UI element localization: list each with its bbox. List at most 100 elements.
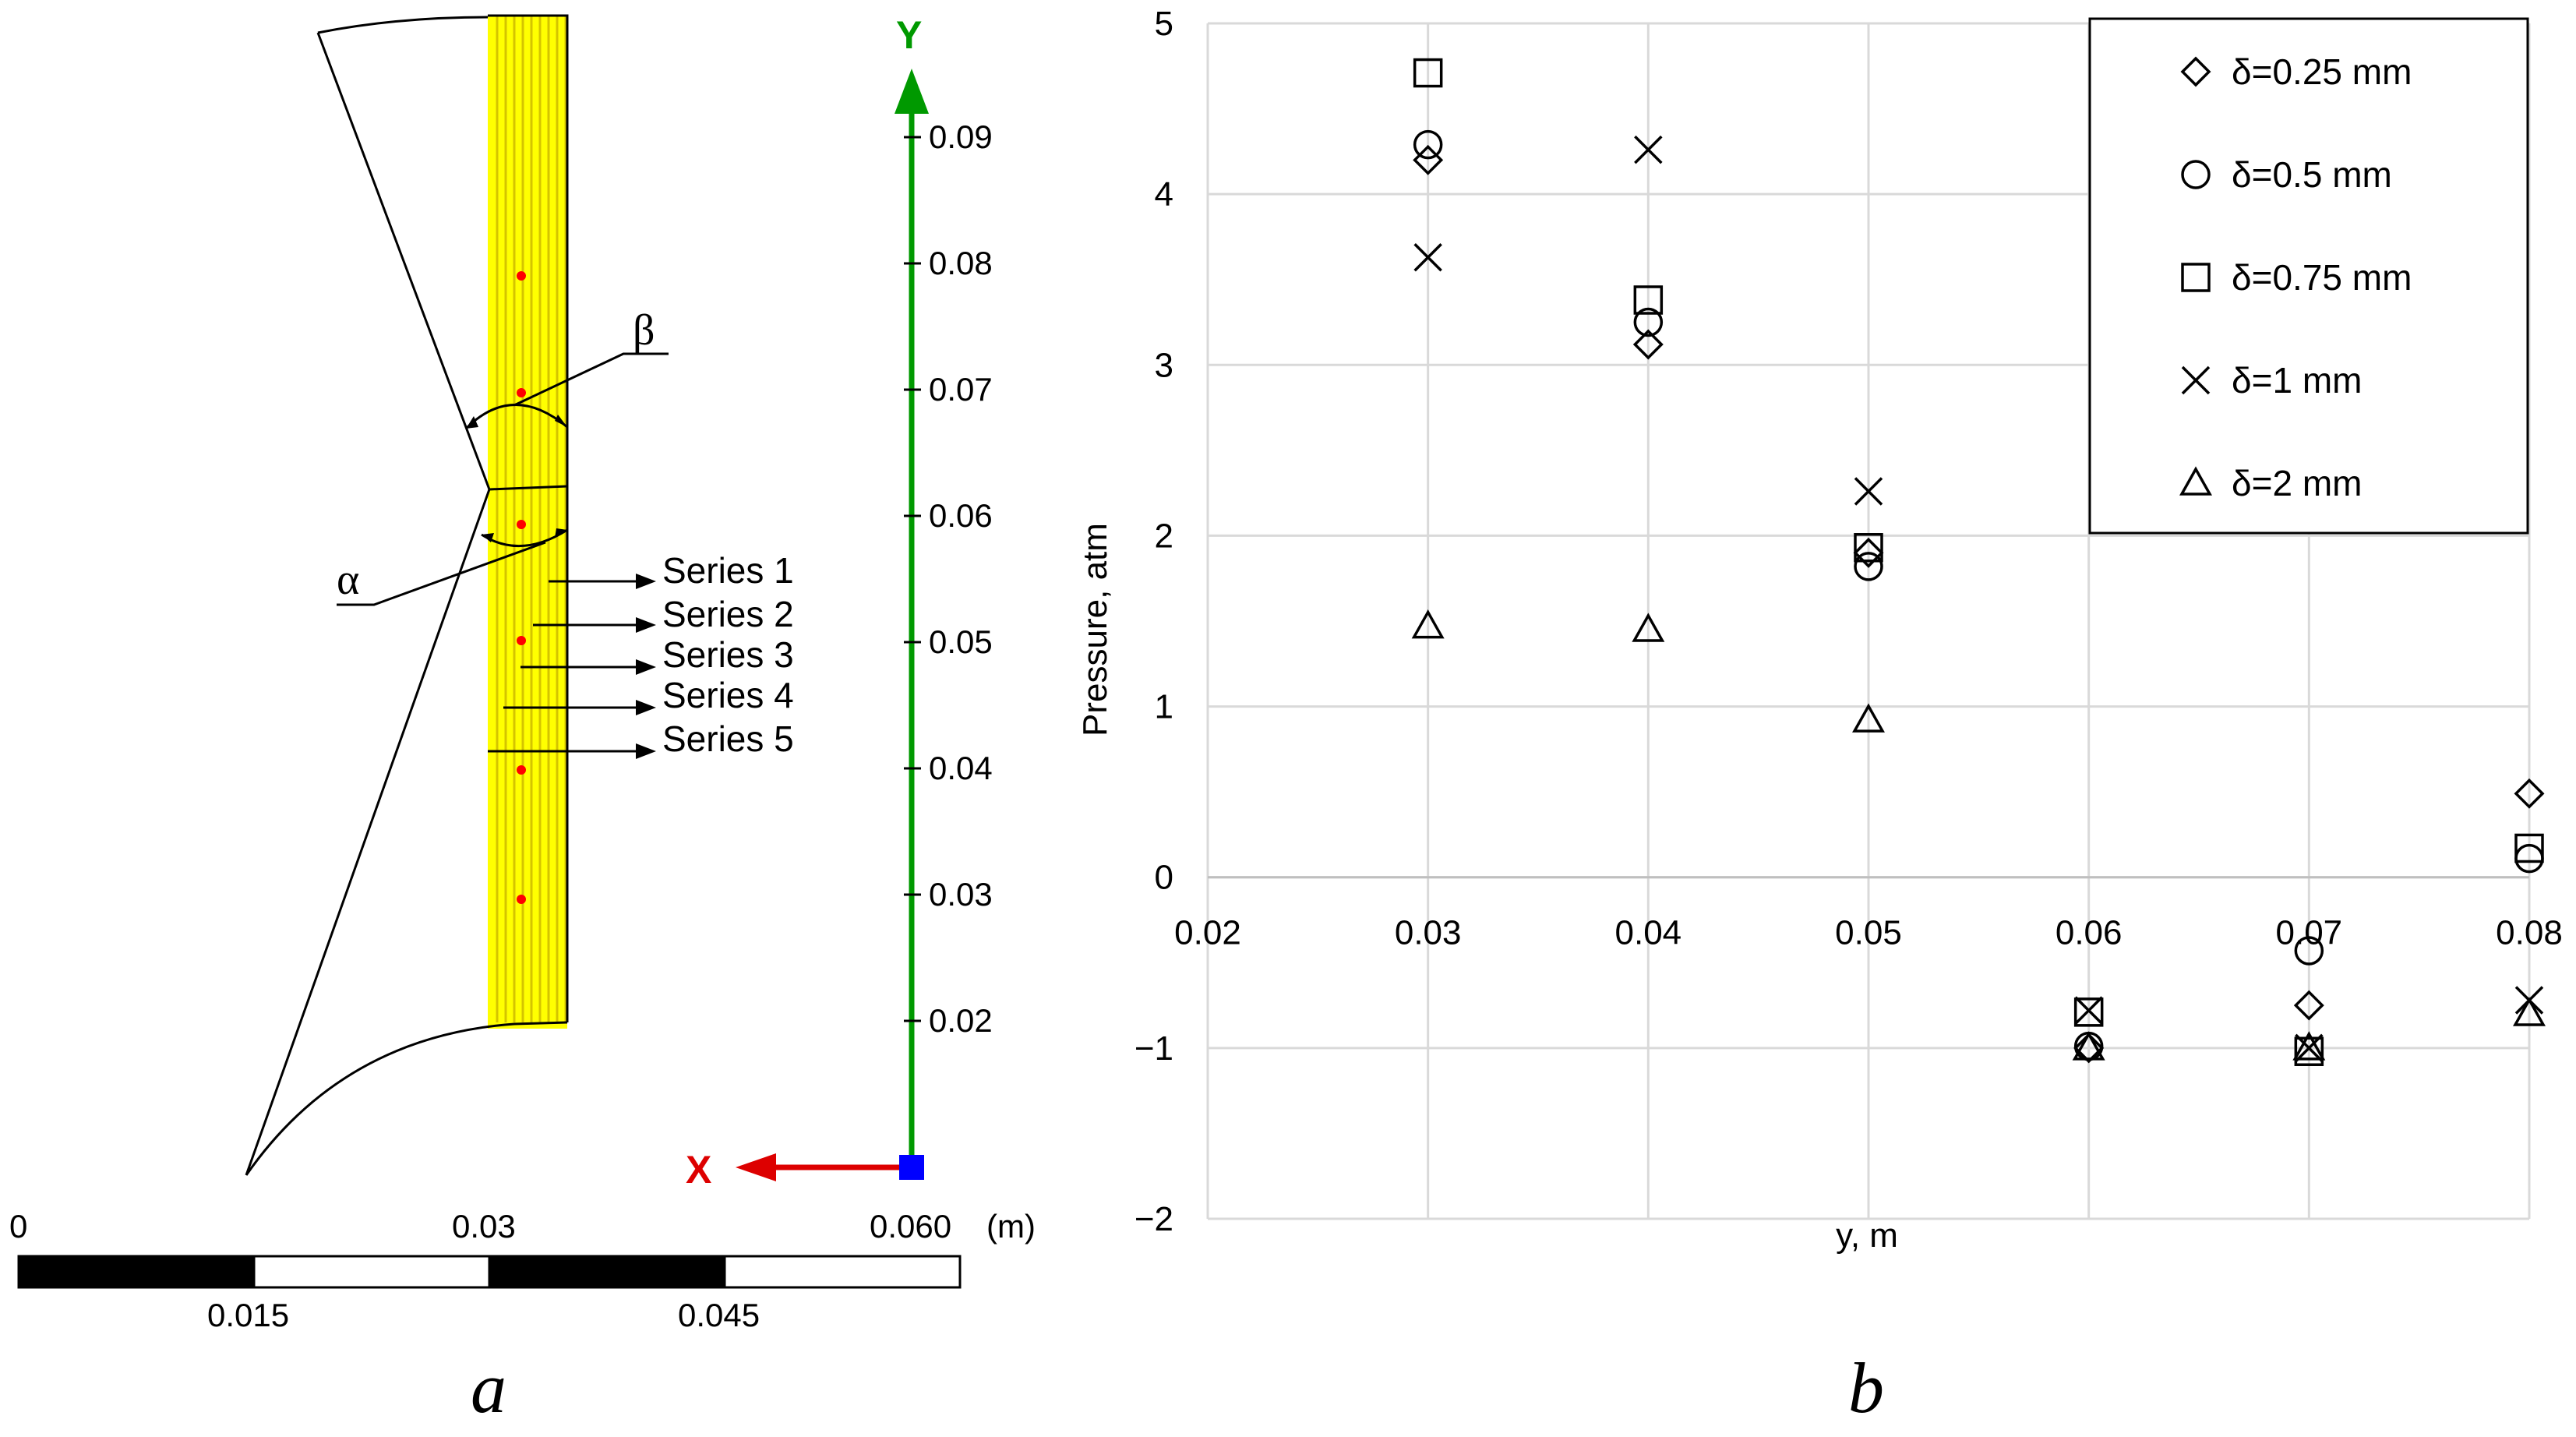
series-2-label: Series 2 <box>662 594 794 634</box>
cross-stroke <box>1854 477 1883 506</box>
legend-label: δ=0.25 mm <box>2232 51 2412 92</box>
cross-stroke <box>2181 365 2211 395</box>
chart-y-axis-title: Pressure, atm <box>1076 523 1114 736</box>
chart-x-axis-title: y, m <box>1836 1216 1898 1255</box>
y-tick-label: 5 <box>1155 5 1173 43</box>
chart-marks <box>1411 58 2546 1066</box>
scale-bar: 0 0.03 0.060 (m) 0.015 0.045 <box>9 1208 1036 1333</box>
y-tick-label: −1 <box>1134 1029 1173 1068</box>
y-tick-label: 4 <box>1155 175 1173 214</box>
y-axis-ticks: 0.09 0.08 0.07 0.06 0.05 0.04 0.03 0.02 <box>904 118 993 1039</box>
scale-label-0060: 0.060 <box>870 1208 951 1245</box>
legend-box <box>2088 17 2529 535</box>
y-axis-tick-label: 0.08 <box>929 245 993 281</box>
scale-label-003: 0.03 <box>452 1208 516 1245</box>
y-axis-tick-label: 0.06 <box>929 497 993 534</box>
series-5 <box>1411 609 2546 1061</box>
y-tick-label: 2 <box>1155 517 1173 555</box>
x-tick-label: 0.07 <box>2276 914 2343 952</box>
scale-segment <box>17 1255 256 1289</box>
data-point-cross <box>1413 242 1442 272</box>
probe-point <box>517 520 526 529</box>
beta-arrowhead-right <box>555 415 567 427</box>
panel-b: −2 −1 0 1 2 3 4 5 0.02 0.03 0.04 0.05 0.06 0.07 0.08 P… <box>1076 5 2563 1428</box>
probe-point <box>517 636 526 645</box>
y-tick-label: 0 <box>1155 859 1173 897</box>
beta-label: β <box>633 306 655 355</box>
probe-points <box>517 271 526 904</box>
x-tick-label: 0.06 <box>2056 914 2123 952</box>
scale-label-0045: 0.045 <box>678 1297 760 1333</box>
scale-unit: (m) <box>986 1208 1036 1245</box>
y-axis-tick-label: 0.04 <box>929 750 993 786</box>
probe-point <box>517 895 526 904</box>
beta-arrowhead-left <box>466 416 478 429</box>
throat-line <box>489 485 568 491</box>
nozzle-outline-lower <box>245 489 568 1176</box>
chart-legend: δ=0.25 mm δ=0.5 mm δ=0.75 mm δ=1 mm δ=2 mm <box>2088 17 2529 535</box>
data-point-circle <box>1854 552 1883 581</box>
strip-lines <box>496 16 567 1022</box>
data-point-triangle <box>2072 1031 2105 1061</box>
data-point-cross <box>2074 996 2103 1025</box>
x-tick-label: 0.08 <box>2496 914 2563 952</box>
panel-b-caption: b <box>1848 1348 1884 1428</box>
y-axis-tick-label: 0.09 <box>929 118 993 155</box>
series-2-arrowhead <box>636 617 656 633</box>
probe-point <box>517 388 526 397</box>
scale-label-0015: 0.015 <box>207 1297 289 1333</box>
nozzle-outline-upper <box>316 16 491 490</box>
data-point-diamond <box>2293 990 2324 1021</box>
series-3-arrowhead <box>636 659 656 675</box>
x-tick-label: 0.03 <box>1395 914 1462 952</box>
chart-tick-labels: −2 −1 0 1 2 3 4 5 0.02 0.03 0.04 0.05 0.06 0.07 0.08 <box>1134 5 2563 1238</box>
data-point-triangle <box>1852 703 1885 733</box>
series-arrows <box>488 574 656 759</box>
y-tick-label: 1 <box>1155 688 1173 726</box>
series-1-arrowhead <box>636 574 656 589</box>
x-tick-label: 0.05 <box>1835 914 1902 952</box>
legend-marker-square <box>2181 263 2211 292</box>
data-point-diamond <box>2073 1033 2105 1064</box>
alpha-label: α <box>337 556 359 604</box>
data-point-diamond <box>1632 329 1664 360</box>
data-point-diamond <box>1853 537 1884 568</box>
data-point-cross <box>1634 135 1663 164</box>
scale-segment <box>488 1255 726 1289</box>
data-point-cross <box>2295 1033 2324 1063</box>
origin-marker <box>899 1155 924 1180</box>
data-point-triangle <box>1411 609 1445 639</box>
alpha-arrowhead-right <box>555 528 567 538</box>
y-axis-tick-label: 0.05 <box>929 623 993 660</box>
strip-outline <box>488 14 569 1022</box>
series-4-arrowhead <box>636 700 656 715</box>
data-point-cross <box>1854 477 1883 506</box>
cross-stroke <box>1634 135 1663 164</box>
probe-point <box>517 271 526 281</box>
data-point-square <box>2294 1036 2324 1066</box>
data-point-triangle <box>2292 1031 2326 1061</box>
alpha-arrowhead-left <box>482 533 494 542</box>
scale-label-0: 0 <box>9 1208 27 1245</box>
series-1-label: Series 1 <box>662 550 794 591</box>
alpha-leader <box>337 541 546 606</box>
data-point-triangle <box>2513 997 2546 1026</box>
beta-leader <box>513 352 669 407</box>
data-point-square <box>2073 997 2104 1027</box>
series-labels: Series 1 Series 2 Series 3 Series 4 Seri… <box>662 550 794 759</box>
data-point-square <box>2514 833 2544 863</box>
legend-marker-triangle <box>2179 466 2212 496</box>
y-tick-label: 3 <box>1155 346 1173 384</box>
y-axis-tick-label: 0.02 <box>929 1002 993 1039</box>
data-point-circle <box>2294 936 2324 966</box>
scale-segment <box>723 1255 962 1289</box>
x-tick-label: 0.04 <box>1615 914 1682 952</box>
strip-region <box>488 16 567 1029</box>
series-3-label: Series 3 <box>662 634 794 675</box>
panel-a-caption: a <box>471 1348 506 1428</box>
data-point-diamond <box>2514 778 2545 809</box>
coordinate-axes: Y 0.09 0.08 0.07 0.06 0.05 0.04 0.03 0.02 X <box>686 13 993 1192</box>
legend-marker-cross <box>2181 365 2211 395</box>
series-5-arrowhead <box>636 743 656 759</box>
